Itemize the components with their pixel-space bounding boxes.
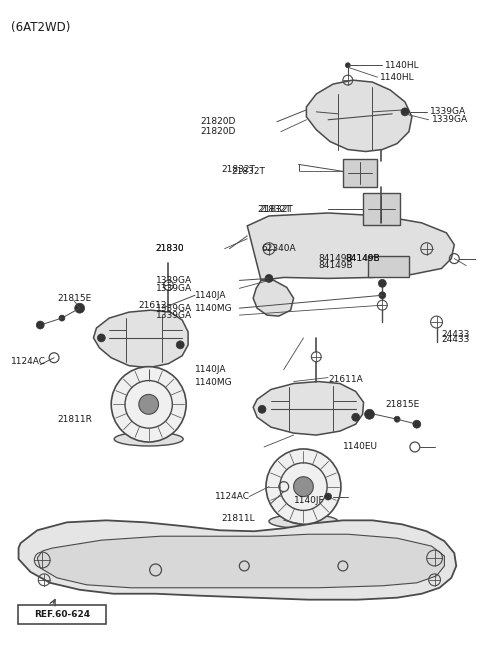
- Circle shape: [139, 394, 158, 414]
- Text: REF.60-624: REF.60-624: [34, 610, 90, 619]
- Text: 84149B: 84149B: [346, 254, 380, 263]
- Text: 21820D: 21820D: [200, 127, 235, 136]
- Circle shape: [75, 303, 84, 313]
- Polygon shape: [19, 520, 456, 600]
- Text: 21612: 21612: [139, 301, 168, 310]
- Circle shape: [266, 449, 341, 524]
- Text: 1140EU: 1140EU: [343, 443, 378, 451]
- Ellipse shape: [269, 514, 338, 529]
- Text: 84149B: 84149B: [318, 261, 353, 270]
- Circle shape: [345, 63, 350, 67]
- Circle shape: [265, 274, 273, 282]
- Text: 1339GA: 1339GA: [156, 284, 192, 293]
- FancyBboxPatch shape: [18, 605, 106, 624]
- Text: 1339GA: 1339GA: [432, 115, 468, 124]
- Polygon shape: [306, 80, 412, 151]
- Bar: [362, 193, 400, 225]
- Text: 21832T: 21832T: [222, 165, 255, 174]
- Circle shape: [258, 405, 266, 413]
- Text: 1339GA: 1339GA: [156, 310, 192, 320]
- Text: 1124AC: 1124AC: [11, 357, 46, 366]
- Text: 21832T: 21832T: [231, 167, 265, 176]
- Text: 84149B: 84149B: [318, 254, 353, 263]
- Text: 21811L: 21811L: [222, 514, 255, 523]
- Circle shape: [365, 409, 374, 419]
- Ellipse shape: [114, 432, 183, 446]
- Text: 1140JA: 1140JA: [195, 365, 227, 374]
- Bar: [368, 255, 409, 278]
- Text: 21832T: 21832T: [259, 204, 293, 214]
- Text: 1124AC: 1124AC: [215, 492, 250, 501]
- Polygon shape: [247, 213, 454, 316]
- Polygon shape: [253, 382, 363, 435]
- Text: 1140HL: 1140HL: [385, 61, 420, 69]
- Circle shape: [352, 413, 360, 421]
- Text: 24433: 24433: [442, 330, 470, 339]
- Circle shape: [378, 280, 386, 288]
- Text: 21820D: 21820D: [200, 117, 235, 126]
- Circle shape: [401, 108, 409, 116]
- Circle shape: [394, 416, 400, 422]
- Text: 1339GA: 1339GA: [156, 304, 192, 312]
- Text: 21830: 21830: [156, 244, 184, 253]
- Text: 21811R: 21811R: [57, 415, 92, 424]
- Circle shape: [97, 334, 105, 342]
- Circle shape: [111, 367, 186, 442]
- Text: 1140JA: 1140JA: [195, 291, 227, 300]
- Text: 1140JF: 1140JF: [294, 496, 324, 505]
- Polygon shape: [37, 534, 444, 588]
- Text: 21815E: 21815E: [385, 400, 420, 409]
- Circle shape: [176, 341, 184, 349]
- Text: 24433: 24433: [442, 335, 470, 345]
- Polygon shape: [94, 310, 188, 367]
- Text: 84149B: 84149B: [346, 254, 380, 263]
- Circle shape: [379, 292, 386, 299]
- Circle shape: [294, 477, 313, 496]
- Circle shape: [36, 321, 44, 329]
- Text: 21815E: 21815E: [57, 293, 91, 303]
- Text: 21832T: 21832T: [257, 204, 291, 214]
- Text: 1140MG: 1140MG: [195, 378, 233, 387]
- Circle shape: [324, 493, 332, 500]
- Bar: [343, 159, 377, 187]
- Text: 62340A: 62340A: [261, 244, 296, 253]
- Text: 1339GA: 1339GA: [156, 276, 192, 285]
- Text: 1140HL: 1140HL: [380, 73, 415, 82]
- Text: (6AT2WD): (6AT2WD): [11, 20, 70, 33]
- Text: 21611A: 21611A: [328, 375, 363, 384]
- Text: 1339GA: 1339GA: [430, 107, 466, 117]
- Circle shape: [413, 421, 421, 428]
- Text: 1140MG: 1140MG: [195, 304, 233, 312]
- Text: 21830: 21830: [156, 244, 184, 253]
- Circle shape: [59, 315, 65, 321]
